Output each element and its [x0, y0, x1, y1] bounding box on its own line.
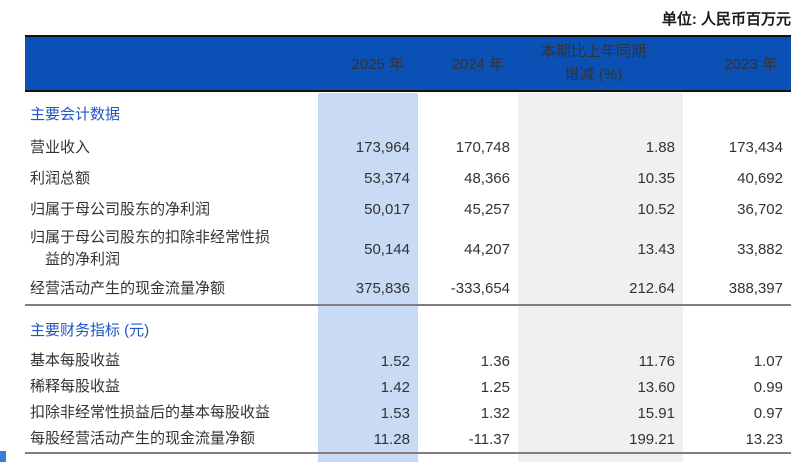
table-row: 经营活动产生的现金流量净额 375,836 -333,654 212.64 388,39… [25, 273, 791, 304]
cell-y2023: 0.97 [753, 404, 783, 422]
cell-y2024: 1.36 [480, 352, 510, 370]
cell-y2023: 0.99 [753, 378, 783, 396]
row-label-line: 归属于母公司股东的扣除非经常性损 [30, 229, 271, 247]
cell-y2024: -333,654 [450, 280, 510, 297]
cell-y2024: -11.37 [468, 430, 510, 448]
cell-y2024: 1.32 [480, 404, 510, 422]
cell-y2024: 170,748 [455, 139, 510, 156]
row-label-line: 营业收入 [30, 138, 91, 156]
row-label: 经营活动产生的现金流量净额 [25, 278, 318, 300]
table-header: 2025 年 2024 年 本期比上年同期 增减 (%) 2023 年 [25, 35, 791, 92]
column-highlight-change [518, 93, 683, 462]
cell-y2024: 45,257 [464, 201, 510, 218]
table-row: 归属于母公司股东的扣除非经常性损益的净利润 50,144 44,207 13.43 33… [25, 225, 791, 273]
row-label: 稀释每股收益 [25, 376, 318, 398]
table-row: 归属于母公司股东的净利润 50,017 45,257 10.52 36,702 [25, 194, 791, 225]
row-label-line: 益的净利润 [45, 251, 121, 268]
cell-change: 199.21 [629, 430, 675, 448]
cell-change: 11.76 [638, 352, 675, 370]
row-label-line: 稀释每股收益 [30, 378, 121, 396]
row-label: 每股经营活动产生的现金流量净额 [25, 428, 318, 450]
cell-y2025: 1.53 [380, 404, 410, 422]
row-label: 扣除非经常性损益后的基本每股收益 [25, 402, 318, 424]
cell-y2024: 48,366 [464, 170, 510, 187]
column-highlight-2025 [318, 93, 418, 462]
row-label: 营业收入 [25, 137, 318, 159]
table-row: 每股经营活动产生的现金流量净额 11.28 -11.37 199.21 13.23 [25, 426, 791, 452]
header-col-change-line1: 本期比上年同期 [540, 43, 646, 60]
cell-y2023: 40,692 [737, 170, 783, 187]
header-col-change-line2: 增减 (%) [564, 65, 623, 83]
financial-table: 2025 年 2024 年 本期比上年同期 增减 (%) 2023 年 主要会计… [25, 35, 791, 454]
cell-change: 10.52 [637, 201, 675, 218]
cell-change: 15.91 [637, 404, 675, 422]
table-row: 基本每股收益 1.52 1.36 11.76 1.07 [25, 348, 791, 374]
row-label-line: 归属于母公司股东的净利润 [30, 200, 211, 218]
table-row: 稀释每股收益 1.42 1.25 13.60 0.99 [25, 374, 791, 400]
row-label: 归属于母公司股东的扣除非经常性损益的净利润 [25, 227, 318, 271]
header-col-2023: 2023 年 [724, 56, 777, 73]
cell-change: 10.35 [637, 170, 675, 187]
cell-y2023: 1.07 [753, 352, 783, 370]
cell-y2025: 1.52 [380, 352, 410, 370]
table-body: 主要会计数据 营业收入 173,964 170,748 1.88 173,434 利润总额 5… [25, 92, 791, 454]
cell-y2025: 50,144 [364, 240, 410, 258]
cell-y2023: 388,397 [728, 280, 783, 297]
cell-y2025: 11.28 [373, 430, 410, 448]
cell-change: 13.60 [637, 378, 675, 396]
table-row: 利润总额 53,374 48,366 10.35 40,692 [25, 163, 791, 194]
row-label-line: 每股经营活动产生的现金流量净额 [30, 430, 256, 448]
cell-y2025: 53,374 [364, 170, 410, 187]
row-label-line: 基本每股收益 [30, 352, 121, 370]
row-label: 归属于母公司股东的净利润 [25, 199, 318, 221]
cell-y2025: 50,017 [364, 201, 410, 218]
cell-y2023: 36,702 [737, 201, 783, 218]
cell-change: 1.88 [645, 139, 675, 156]
cell-y2025: 173,964 [355, 139, 410, 156]
cell-change: 13.43 [637, 240, 675, 258]
row-label: 基本每股收益 [25, 350, 318, 372]
row-label-line: 利润总额 [30, 169, 91, 187]
cell-y2025: 375,836 [355, 280, 410, 297]
corner-artifact [0, 451, 6, 462]
section-divider [25, 304, 791, 306]
section-title-row: 主要财务指标 (元) [25, 306, 791, 348]
table-row: 扣除非经常性损益后的基本每股收益 1.53 1.32 15.91 0.97 [25, 400, 791, 426]
row-label-line: 扣除非经常性损益后的基本每股收益 [30, 404, 271, 422]
cell-y2024: 1.25 [480, 378, 510, 396]
row-label-line: 经营活动产生的现金流量净额 [30, 279, 226, 297]
section-divider [25, 452, 791, 454]
section-title: 主要会计数据 [30, 106, 121, 124]
cell-y2023: 33,882 [737, 240, 783, 258]
cell-y2025: 1.42 [380, 378, 410, 396]
header-col-2024: 2024 年 [451, 56, 504, 73]
cell-y2024: 44,207 [464, 240, 510, 258]
header-col-change: 本期比上年同期 增减 (%) [518, 41, 683, 86]
unit-label: 单位: 人民币百万元 [661, 11, 791, 28]
section-title-row: 主要会计数据 [25, 92, 791, 132]
cell-y2023: 13.23 [745, 430, 783, 448]
header-col-2025: 2025 年 [351, 56, 404, 73]
cell-y2023: 173,434 [728, 139, 783, 156]
section-title: 主要财务指标 (元) [30, 322, 150, 340]
cell-change: 212.64 [629, 280, 675, 297]
table-row: 营业收入 173,964 170,748 1.88 173,434 [25, 132, 791, 163]
row-label: 利润总额 [25, 168, 318, 190]
